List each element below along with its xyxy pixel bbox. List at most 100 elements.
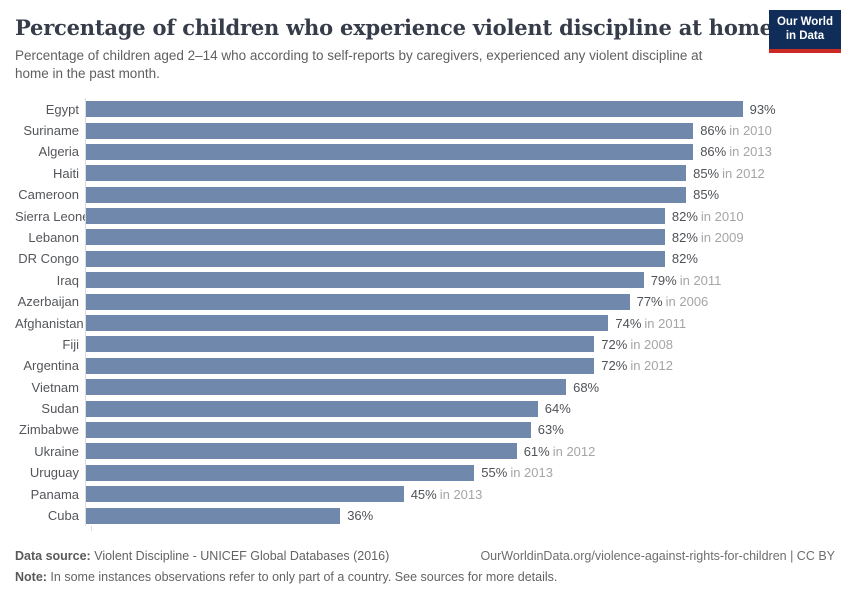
bar-value-label: 85% in 2012: [693, 165, 765, 181]
chart-title: Percentage of children who experience vi…: [15, 15, 773, 40]
note-text: In some instances observations refer to …: [46, 570, 558, 584]
bar-year-label: in 2008: [630, 336, 673, 352]
bar-value-label: 82%: [671, 251, 698, 267]
chart-row: Ukraine 61% in 2012: [15, 440, 835, 463]
bar[interactable]: [86, 122, 694, 139]
row-plot-area: 55% in 2013: [85, 462, 835, 484]
data-source-label: Data source:: [15, 549, 91, 563]
chart-row: Suriname 86% in 2010: [15, 119, 835, 142]
owid-url-link[interactable]: OurWorldinData.org/violence-against-righ…: [480, 549, 835, 563]
bar-value-label: 64%: [544, 401, 571, 417]
bar-value-label: 86% in 2013: [700, 144, 772, 160]
chart-row: Fiji 72% in 2008: [15, 333, 835, 356]
chart-row: Haiti 85% in 2012: [15, 162, 835, 184]
country-label: DR Congo: [18, 251, 79, 267]
bar[interactable]: [86, 379, 567, 396]
bar-value-label: 79% in 2011: [650, 272, 722, 288]
bar[interactable]: [86, 165, 687, 182]
country-label: Uruguay: [29, 465, 79, 481]
bar-year-label: in 2010: [729, 123, 772, 139]
row-plot-area: 45% in 2013: [85, 483, 835, 505]
bar[interactable]: [86, 208, 665, 225]
row-plot-area: 74% in 2011: [85, 312, 835, 334]
bar[interactable]: [86, 272, 644, 289]
bar-year-label: in 2009: [700, 229, 744, 245]
bar[interactable]: [86, 101, 743, 118]
bar-value-label: 82% in 2009: [671, 229, 744, 245]
bar[interactable]: [86, 250, 665, 267]
bar-value-label: 68%: [573, 379, 600, 395]
country-label: Sudan: [41, 401, 79, 417]
country-label: Cameroon: [18, 187, 79, 203]
bar[interactable]: [86, 400, 538, 417]
bar-year-label: in 2011: [679, 272, 722, 288]
bar-value-label: 74% in 2011: [615, 315, 687, 331]
row-plot-area: 68%: [85, 376, 835, 398]
chart-footer: Data source: Violent Discipline - UNICEF…: [15, 549, 835, 584]
bar-value-label: 82% in 2010: [671, 208, 744, 224]
country-label: Argentina: [23, 358, 79, 374]
country-label: Ukraine: [34, 443, 79, 459]
country-label: Suriname: [23, 123, 79, 139]
bar[interactable]: [86, 229, 665, 246]
bar-value-label: 86% in 2010: [700, 123, 772, 139]
chart-row: Sudan 64%: [15, 397, 835, 420]
country-label: Fiji: [62, 336, 79, 352]
owid-logo-line2: in Data: [785, 29, 825, 42]
bar-value-label: 85%: [693, 187, 720, 203]
bar[interactable]: [86, 336, 595, 353]
chart-row: Uruguay 55% in 2013: [15, 462, 835, 484]
row-plot-area: 85%: [85, 184, 835, 206]
chart-row: Iraq 79% in 2011: [15, 269, 835, 291]
bar[interactable]: [86, 143, 694, 160]
country-label: Panama: [30, 486, 79, 502]
country-label: Iraq: [56, 272, 79, 288]
bar-value-label: 55% in 2013: [481, 465, 553, 481]
bar[interactable]: [86, 315, 609, 332]
chart-row: Afghanistan 74% in 2011: [15, 312, 835, 334]
row-plot-area: 36%: [85, 504, 835, 527]
bar[interactable]: [86, 421, 531, 438]
data-source-text: Violent Discipline - UNICEF Global Datab…: [90, 549, 390, 563]
bar-value-label: 61% in 2012: [523, 443, 596, 459]
chart-row: Lebanon 82% in 2009: [15, 226, 835, 249]
chart-note: Note: In some instances observations ref…: [15, 570, 835, 584]
chart-row: Cuba 36%: [15, 504, 835, 527]
bar-year-label: in 2013: [729, 144, 772, 160]
country-label: Egypt: [45, 101, 79, 117]
owid-logo[interactable]: Our World in Data: [768, 10, 841, 53]
chart-row: Egypt 93%: [15, 98, 835, 120]
bar-chart: Egypt 93% Suriname 86% in 2010 Algeria 86% in 2…: [15, 98, 835, 527]
bar-value-label: 36%: [347, 508, 374, 524]
country-label: Cuba: [47, 508, 79, 524]
country-label: Vietnam: [31, 379, 79, 395]
row-plot-area: 85% in 2012: [85, 162, 835, 184]
row-plot-area: 77% in 2006: [85, 290, 835, 313]
bar-value-label: 63%: [537, 422, 564, 438]
chart-row: Cameroon 85%: [15, 184, 835, 206]
chart-subtitle: Percentage of children aged 2–14 who acc…: [15, 48, 703, 82]
bar[interactable]: [86, 186, 687, 203]
y-axis-line: [91, 526, 835, 532]
bar-value-label: 77% in 2006: [636, 294, 709, 310]
bar[interactable]: [86, 464, 475, 481]
bar-year-label: in 2012: [552, 443, 596, 459]
chart-row: Algeria 86% in 2013: [15, 141, 835, 163]
chart-row: Azerbaijan 77% in 2006: [15, 290, 835, 313]
bar-value-label: 72% in 2012: [601, 358, 673, 374]
chart-row: Sierra Leone 82% in 2010: [15, 205, 835, 227]
bar[interactable]: [86, 357, 595, 374]
bar[interactable]: [86, 486, 404, 503]
row-plot-area: 93%: [85, 98, 835, 120]
row-plot-area: 72% in 2008: [85, 333, 835, 356]
bar-value-label: 72% in 2008: [601, 336, 673, 352]
row-plot-area: 79% in 2011: [85, 269, 835, 291]
bar[interactable]: [86, 443, 517, 460]
country-label: Zimbabwe: [19, 422, 79, 438]
bar[interactable]: [86, 507, 341, 524]
bar-value-label: 93%: [749, 101, 776, 117]
row-plot-area: 86% in 2010: [85, 119, 835, 142]
row-plot-area: 61% in 2012: [85, 440, 835, 463]
bar[interactable]: [86, 293, 630, 310]
